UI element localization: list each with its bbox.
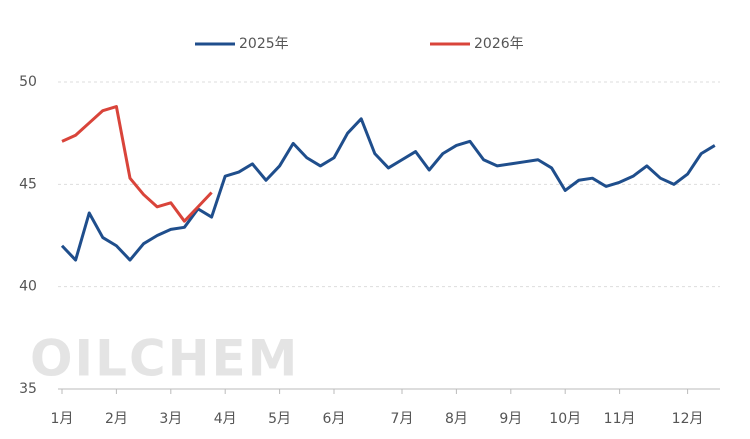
x-tick-label: 5月 — [268, 411, 291, 427]
legend-label: 2026年 — [474, 36, 524, 52]
legend-label: 2025年 — [239, 36, 289, 52]
x-tick-label: 6月 — [323, 411, 346, 427]
x-tick-label: 11月 — [604, 411, 636, 427]
y-tick-label: 45 — [19, 176, 37, 192]
x-tick-label: 7月 — [391, 411, 414, 427]
y-tick-label: 35 — [19, 381, 37, 397]
y-tick-label: 40 — [19, 279, 37, 295]
watermark: OILCHEM — [30, 330, 299, 388]
x-tick-label: 2月 — [105, 411, 128, 427]
series-line — [61, 105, 213, 223]
y-tick-label: 50 — [19, 74, 37, 90]
x-tick-label: 12月 — [672, 411, 704, 427]
x-tick-label: 8月 — [445, 411, 468, 427]
x-tick-label: 4月 — [214, 411, 237, 427]
series-line — [60, 117, 716, 262]
x-tick-label: 9月 — [499, 411, 522, 427]
x-tick-label: 3月 — [159, 411, 182, 427]
x-tick-label: 10月 — [549, 411, 581, 427]
x-tick-label: 1月 — [51, 411, 74, 427]
